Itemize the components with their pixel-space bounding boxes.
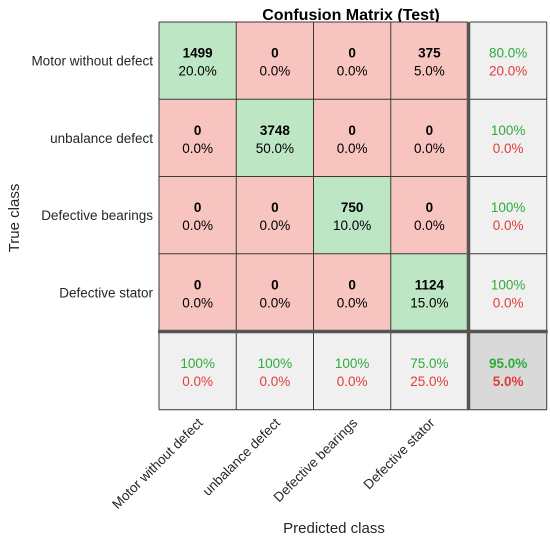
matrix-cell [390,253,468,331]
column-summary-cell [236,332,314,410]
cell-percent-label: 0.0% [337,64,368,79]
cell-count-label: 0 [348,46,356,61]
cell-percent-label: 0.0% [414,218,445,233]
y-tick-label: unbalance defect [50,131,153,146]
column-summary-cell [390,332,468,410]
column-correct-label: 100% [180,356,215,371]
row-incorrect-label: 20.0% [489,64,527,79]
matrix-cell [236,176,314,254]
row-correct-label: 100% [491,277,526,292]
column-correct-label: 100% [335,356,370,371]
column-incorrect-label: 0.0% [259,374,290,389]
row-correct-label: 80.0% [489,46,527,61]
matrix-cell [159,99,237,177]
matrix-cell [313,99,391,177]
matrix-cell [236,253,314,331]
matrix-cells [159,22,547,410]
row-incorrect-label: 0.0% [493,295,524,310]
column-summary-cell [313,332,391,410]
column-incorrect-label: 0.0% [182,374,213,389]
row-correct-label: 100% [491,200,526,215]
x-tick-label: Defective stator [361,415,438,492]
column-incorrect-label: 25.0% [410,374,448,389]
cell-count-label: 3748 [260,123,291,138]
matrix-labels: 1499 20.0% 0 0.0% 0 0.0% 375 5.0% 80.0% 20.0% 0 0.0… [178,46,527,390]
cell-count-label: 0 [194,277,202,292]
matrix-cell [313,176,391,254]
cell-count-label: 0 [426,123,434,138]
cell-percent-label: 0.0% [337,295,368,310]
x-axis-label: Predicted class [283,520,385,537]
y-tick-label: Motor without defect [31,54,153,69]
cell-percent-label: 50.0% [256,141,294,156]
cell-count-label: 1499 [183,46,213,61]
matrix-cell [313,253,391,331]
cell-count-label: 0 [194,200,202,215]
overall-summary-cell [469,332,547,410]
y-tick-label: Defective bearings [41,208,153,223]
cell-count-label: 0 [271,200,279,215]
row-incorrect-label: 0.0% [493,218,524,233]
cell-count-label: 0 [194,123,202,138]
x-tick-label: Defective bearings [271,415,361,505]
y-tick-label: Defective stator [59,285,153,300]
cell-count-label: 0 [348,123,356,138]
row-summary-cell [469,253,547,331]
column-correct-label: 75.0% [410,356,448,371]
overall-correct-label: 95.0% [489,356,527,371]
cell-percent-label: 0.0% [259,295,290,310]
chart-title: Confusion Matrix (Test) [262,7,439,24]
row-summary-cell [469,22,547,100]
x-tick-label: Motor without defect [109,415,206,512]
cell-count-label: 0 [348,277,356,292]
cell-percent-label: 0.0% [259,218,290,233]
matrix-cell [159,22,237,100]
column-correct-label: 100% [258,356,293,371]
cell-percent-label: 20.0% [178,64,216,79]
matrix-cell [236,22,314,100]
cell-count-label: 0 [426,200,434,215]
row-correct-label: 100% [491,123,526,138]
row-summary-cell [469,99,547,177]
y-axis-label: True class [6,184,23,253]
row-summary-cell [469,176,547,254]
matrix-cell [390,99,468,177]
matrix-cell [159,176,237,254]
cell-percent-label: 0.0% [259,64,290,79]
cell-count-label: 0 [271,277,279,292]
cell-percent-label: 0.0% [182,295,213,310]
cell-percent-label: 0.0% [414,141,445,156]
column-summary-cell [159,332,237,410]
matrix-cell [390,176,468,254]
matrix-cell [159,253,237,331]
cell-percent-label: 5.0% [414,64,445,79]
matrix-cell [313,22,391,100]
column-incorrect-label: 0.0% [337,374,368,389]
cell-percent-label: 15.0% [410,295,448,310]
matrix-cell [390,22,468,100]
cell-count-label: 750 [341,200,364,215]
cell-count-label: 0 [271,46,279,61]
row-incorrect-label: 0.0% [493,141,524,156]
cell-percent-label: 0.0% [182,141,213,156]
cell-percent-label: 10.0% [333,218,371,233]
cell-percent-label: 0.0% [182,218,213,233]
x-tick-label: unbalance defect [200,415,283,498]
cell-percent-label: 0.0% [337,141,368,156]
cell-count-label: 375 [418,46,441,61]
overall-incorrect-label: 5.0% [493,374,524,389]
matrix-grid [158,21,548,411]
matrix-cell [236,99,314,177]
cell-count-label: 1124 [415,277,445,292]
